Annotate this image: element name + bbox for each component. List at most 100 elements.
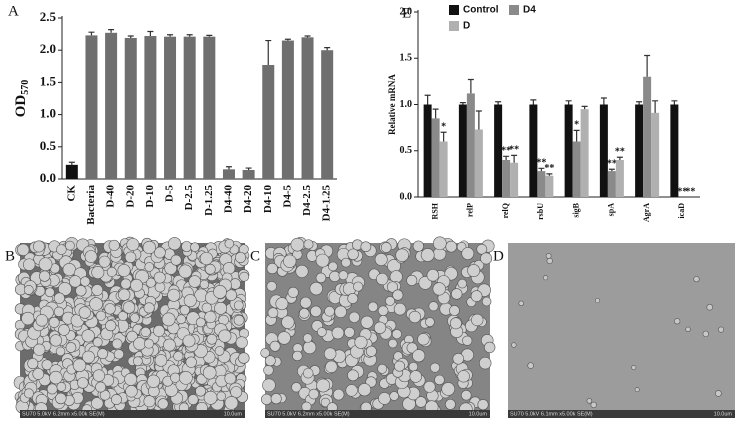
legend-swatch: [509, 5, 519, 15]
cell: [104, 303, 116, 315]
x-tick-label: D4-1.25: [321, 185, 333, 222]
cell: [477, 399, 489, 411]
cell: [441, 382, 456, 396]
error-bar: [432, 108, 439, 119]
cell: [693, 276, 700, 283]
cell: [72, 358, 87, 373]
cell: [718, 326, 725, 333]
cell: [266, 281, 277, 292]
cell: [467, 264, 481, 278]
cell: [81, 329, 95, 343]
error-bar: [503, 155, 510, 160]
cell: [213, 285, 227, 299]
cell: [451, 288, 463, 300]
cell: [130, 278, 143, 292]
micrograph-scale: 10.0um: [224, 411, 243, 417]
error-bar: [475, 110, 482, 130]
cell: [385, 296, 395, 306]
cell: [316, 378, 331, 393]
cell: [190, 242, 200, 252]
cell: [46, 383, 58, 395]
cell: [106, 266, 117, 277]
cell: [95, 381, 107, 393]
cell: [378, 392, 391, 405]
cell: [357, 383, 372, 397]
error-bar: [608, 168, 615, 172]
error-bar: [459, 102, 466, 105]
cell: [49, 370, 63, 385]
cell: [113, 349, 125, 360]
error-bar: [616, 156, 623, 160]
cell: [302, 333, 313, 343]
cell: [120, 278, 132, 290]
error-bar: [265, 39, 272, 66]
bar: [510, 162, 519, 197]
cell: [179, 304, 190, 316]
error-bar: [167, 34, 174, 37]
significance-mark: **: [536, 158, 546, 169]
cell: [417, 333, 430, 346]
cell: [238, 352, 250, 364]
error-bar: [88, 31, 95, 36]
bar: [85, 35, 98, 179]
cell: [153, 325, 165, 337]
cell: [444, 398, 456, 410]
cell: [457, 370, 470, 383]
x-tick-label: D4-5: [281, 185, 293, 208]
cell: [153, 271, 166, 284]
cell: [543, 275, 549, 281]
cell: [163, 338, 176, 352]
legend-label: D4: [523, 5, 536, 16]
cell: [195, 317, 206, 328]
x-tick-label: D4-10: [262, 185, 274, 214]
cell: [146, 374, 161, 388]
cell: [406, 274, 418, 286]
y-tick-label: 0.5: [40, 138, 57, 153]
cell: [434, 374, 445, 386]
cell: [132, 356, 143, 367]
cell: [360, 241, 372, 253]
panel-label: C: [250, 248, 260, 264]
cell: [75, 285, 87, 297]
cell: [84, 250, 98, 263]
bar: [466, 93, 475, 197]
micrograph: [508, 243, 735, 418]
bar: [65, 164, 78, 179]
cell: [461, 389, 472, 401]
error-bar: [127, 35, 134, 38]
error-bar: [511, 154, 518, 163]
error-bar: [108, 28, 115, 33]
cell: [65, 342, 77, 353]
cell: [332, 388, 345, 401]
error-bar: [467, 78, 474, 94]
bar: [474, 129, 483, 197]
cell: [702, 330, 709, 338]
cell: [476, 243, 488, 255]
cell: [32, 368, 45, 380]
error-bar: [440, 131, 447, 142]
cell: [428, 301, 439, 312]
bar: [439, 141, 448, 197]
cell: [470, 290, 483, 302]
error-bar: [538, 167, 545, 172]
cell: [461, 247, 475, 260]
cell: [389, 391, 399, 401]
cell: [170, 372, 181, 383]
bar: [635, 104, 644, 197]
cell: [125, 385, 138, 398]
cell: [239, 271, 250, 282]
cell: [111, 338, 123, 350]
cell: [301, 401, 312, 412]
legend-swatch: [449, 21, 459, 31]
cell: [117, 264, 131, 278]
cell: [480, 252, 493, 265]
cell: [130, 313, 140, 323]
bar: [651, 112, 660, 197]
bar: [144, 36, 157, 180]
x-tick-label: sigB: [571, 202, 580, 217]
cell: [199, 279, 210, 290]
error-bar: [186, 34, 193, 37]
cell: [98, 255, 111, 268]
cell: [53, 306, 65, 317]
cell: [409, 370, 422, 383]
